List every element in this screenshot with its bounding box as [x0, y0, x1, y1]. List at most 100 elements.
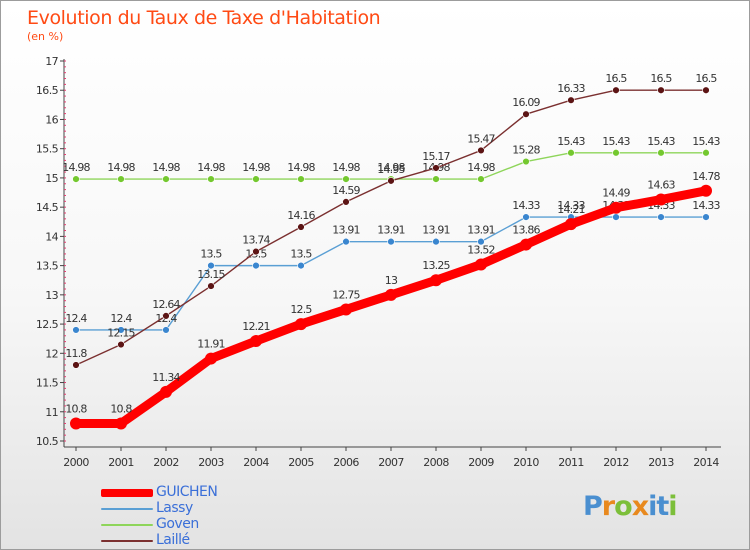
proxiti-logo: Proxiti — [583, 491, 678, 522]
data-label-lassy: 14.33 — [557, 199, 585, 212]
data-point-laill- — [612, 86, 620, 94]
data-point-goven — [702, 149, 710, 157]
legend-swatch-goven — [101, 524, 153, 526]
data-point-guichen — [250, 335, 262, 348]
data-label-guichen: 12.21 — [242, 320, 270, 333]
data-label-lassy: 13.91 — [467, 224, 495, 237]
data-point-lassy — [387, 237, 395, 246]
logo-letter: i — [668, 491, 677, 522]
y-tick-label: 16.5 — [36, 84, 59, 97]
data-point-laill- — [342, 198, 350, 206]
data-label-guichen: 10.8 — [65, 402, 87, 415]
x-tick-label: 2010 — [513, 456, 539, 469]
data-point-laill- — [522, 110, 530, 118]
data-label-laill-: 11.8 — [65, 347, 87, 360]
data-label-laill-: 12.64 — [152, 298, 180, 311]
data-point-laill- — [702, 86, 710, 94]
x-tick-label: 2013 — [648, 456, 674, 469]
x-tick-label: 2014 — [693, 456, 719, 469]
logo-letter: o — [614, 491, 633, 522]
data-point-guichen — [565, 218, 577, 231]
data-label-laill-: 16.33 — [557, 82, 585, 95]
data-point-lassy — [522, 213, 530, 221]
data-label-goven: 14.98 — [242, 161, 270, 174]
data-point-guichen — [340, 303, 352, 316]
data-point-goven — [117, 175, 125, 183]
x-tick-label: 2002 — [153, 456, 179, 469]
data-point-laill- — [207, 282, 215, 290]
data-point-goven — [342, 175, 350, 183]
legend-label-lassy: Lassy — [156, 500, 193, 516]
data-label-guichen: 13.86 — [512, 224, 540, 237]
data-label-laill-: 13.15 — [197, 268, 225, 281]
data-point-goven — [522, 157, 530, 166]
y-tick-label: 15 — [45, 172, 58, 185]
y-tick-label: 14.5 — [36, 201, 59, 214]
y-tick-label: 14 — [45, 230, 58, 243]
data-point-lassy — [297, 261, 305, 270]
data-label-goven: 15.43 — [557, 135, 585, 148]
data-point-goven — [612, 149, 620, 157]
data-point-goven — [567, 149, 575, 157]
data-point-guichen — [475, 258, 487, 271]
data-point-laill- — [477, 146, 485, 155]
legend-label-goven: Goven — [156, 516, 199, 532]
data-label-guichen: 14.21 — [557, 203, 585, 216]
data-label-lassy: 13.5 — [200, 248, 222, 261]
x-tick-label: 2003 — [198, 456, 224, 469]
data-point-guichen — [700, 184, 712, 197]
legend-swatch-guichen — [101, 489, 153, 497]
y-tick-label: 11 — [45, 406, 58, 419]
data-point-lassy — [72, 326, 80, 334]
data-point-goven — [207, 175, 215, 183]
data-point-lassy — [612, 213, 620, 221]
legend-swatch-lassy — [101, 508, 153, 510]
data-point-guichen — [655, 193, 667, 206]
logo-letter: t — [656, 491, 669, 522]
data-label-goven: 14.98 — [197, 161, 225, 174]
data-label-guichen: 12.5 — [290, 303, 312, 316]
data-point-lassy — [477, 237, 485, 246]
data-point-lassy — [207, 261, 215, 270]
data-point-goven — [432, 175, 440, 183]
data-point-goven — [252, 175, 260, 183]
data-point-lassy — [432, 237, 440, 246]
data-label-lassy: 14.33 — [692, 199, 720, 212]
data-point-goven — [657, 149, 665, 157]
data-point-guichen — [520, 238, 532, 251]
data-label-goven: 15.43 — [647, 135, 675, 148]
data-point-guichen — [430, 274, 442, 287]
data-label-laill-: 16.5 — [695, 72, 717, 85]
data-label-goven: 14.98 — [467, 161, 495, 174]
data-point-lassy — [702, 213, 710, 221]
chart-unit-label: (en %) — [27, 30, 64, 43]
data-label-guichen: 14.49 — [602, 187, 630, 200]
data-label-goven: 15.43 — [692, 135, 720, 148]
y-tick-label: 13.5 — [36, 260, 59, 273]
logo-letter: x — [631, 491, 649, 522]
data-label-laill-: 16.5 — [605, 72, 627, 85]
x-tick-label: 2001 — [108, 456, 134, 469]
legend-label-laill-: Laillé — [156, 532, 190, 548]
data-point-lassy — [162, 326, 170, 334]
data-label-guichen: 13.25 — [422, 259, 450, 272]
data-point-goven — [162, 175, 170, 183]
data-label-guichen: 14.78 — [692, 170, 720, 183]
data-point-lassy — [117, 326, 125, 334]
data-point-laill- — [297, 223, 305, 231]
data-label-laill-: 16.5 — [650, 72, 672, 85]
x-tick-label: 2009 — [468, 456, 494, 469]
data-point-guichen — [115, 417, 127, 430]
data-label-goven: 14.98 — [332, 161, 360, 174]
legend-swatch-laill- — [101, 540, 153, 542]
data-point-laill- — [657, 86, 665, 94]
y-tick-label: 12.5 — [36, 318, 59, 331]
data-label-guichen: 11.91 — [197, 338, 225, 351]
x-tick-label: 2005 — [288, 456, 314, 469]
data-label-lassy: 13.91 — [377, 224, 405, 237]
data-label-lassy: 13.91 — [422, 224, 450, 237]
data-point-laill- — [72, 361, 80, 369]
x-tick-label: 2000 — [63, 456, 89, 469]
